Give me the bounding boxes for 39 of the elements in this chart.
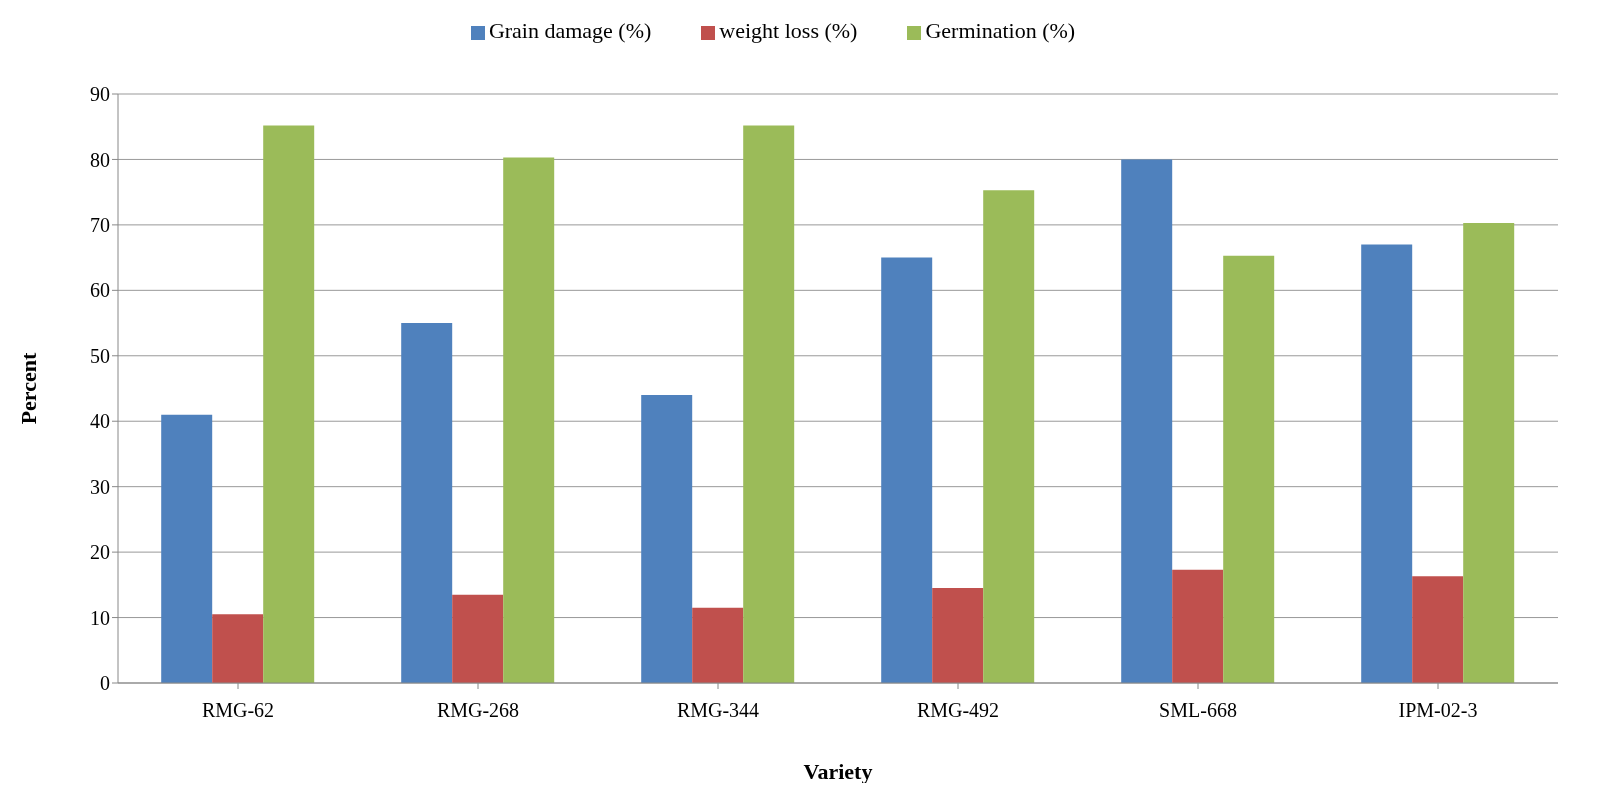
y-axis-title: Percent (15, 352, 41, 425)
bar (503, 157, 555, 683)
x-tick-label: RMG-492 (916, 699, 1000, 722)
bar (881, 257, 933, 683)
bar (212, 614, 264, 683)
x-tick-label: RMG-62 (201, 699, 275, 722)
y-tick-label: 0 (100, 672, 110, 695)
bar (161, 414, 213, 683)
bar (401, 323, 453, 683)
bar (1463, 222, 1515, 683)
legend-label: Germination (%) (925, 18, 1076, 43)
y-tick-label: 80 (90, 148, 110, 171)
legend-label: weight loss (%) (719, 18, 858, 43)
bar (692, 607, 744, 683)
y-tick-label: 90 (90, 83, 110, 106)
y-tick-label: 30 (90, 475, 110, 498)
bar (1223, 255, 1275, 683)
x-tick-label: RMG-268 (436, 699, 520, 722)
x-tick-label: SML-668 (1159, 699, 1237, 722)
bar (641, 395, 693, 683)
bar (932, 588, 984, 683)
y-tick-label: 50 (90, 344, 110, 367)
bar (452, 594, 504, 683)
y-tick-label: 10 (90, 606, 110, 629)
y-tick-label: 40 (90, 410, 110, 433)
bar (1361, 244, 1413, 683)
y-tick-label: 70 (90, 213, 110, 236)
x-tick-label: IPM-02-3 (1398, 699, 1478, 722)
x-axis-title: Variety (803, 758, 873, 784)
bar (1412, 576, 1464, 683)
bar (983, 190, 1035, 683)
bar (1172, 569, 1224, 683)
bar (1121, 159, 1173, 683)
y-tick-label: 60 (90, 279, 110, 302)
y-tick-label: 20 (90, 541, 110, 564)
bar (743, 125, 795, 683)
x-tick-label: RMG-344 (676, 699, 760, 722)
bar (263, 125, 315, 683)
legend-label: Grain damage (%) (488, 18, 652, 43)
